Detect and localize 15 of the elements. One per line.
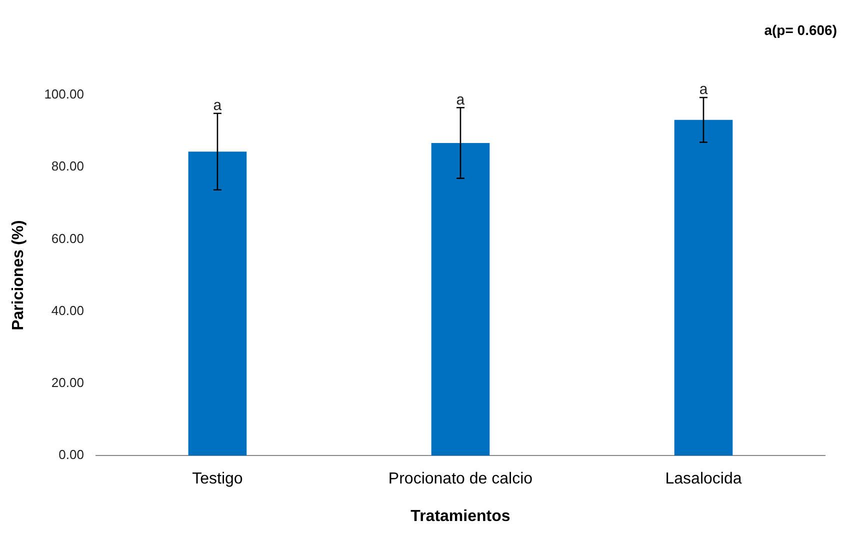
y-tick-label: 40.00: [51, 302, 84, 318]
x-axis-title: Tratamientos: [410, 508, 510, 525]
x-tick-label: Lasalocida: [665, 470, 742, 488]
text: a(p= 0.606): [764, 22, 837, 38]
y-tick-label: 80.00: [51, 158, 84, 174]
y-tick-label: 20.00: [51, 375, 84, 390]
x-tick-label: Procionato de calcio: [388, 470, 533, 488]
x-tick-label: Testigo: [192, 470, 243, 488]
annotation: a: [213, 97, 222, 114]
y-tick-label: 60.00: [51, 230, 84, 246]
y-tick-label: 100.00: [44, 86, 84, 102]
y-tick-label: 0.00: [58, 447, 84, 462]
y-axis-title: Pariciones (%): [10, 220, 28, 330]
annotation: a: [456, 91, 466, 108]
annotation: a: [699, 81, 708, 98]
